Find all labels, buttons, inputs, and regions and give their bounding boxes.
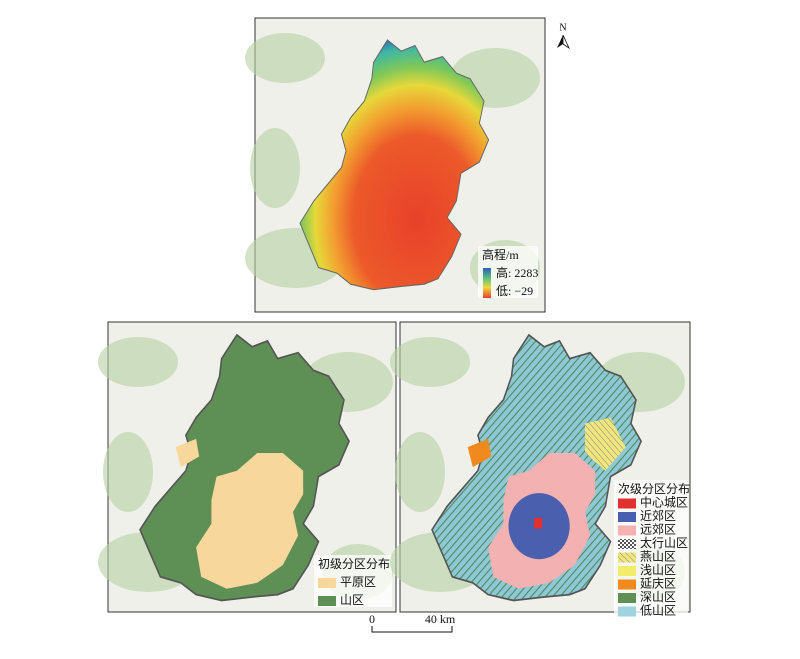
legend-swatch <box>318 596 336 606</box>
shallow-mountain <box>585 417 626 471</box>
legend-item: 平原区 <box>340 575 376 589</box>
plain-area <box>196 453 304 589</box>
terrain-shade <box>245 33 325 83</box>
yanqing <box>467 438 492 468</box>
legend-item: 延庆区 <box>640 576 676 590</box>
north-arrow: N <box>557 22 570 50</box>
color-ramp <box>483 268 491 298</box>
legend-title: 高程/m <box>482 247 519 262</box>
legend-swatch <box>618 606 636 617</box>
legend-swatch <box>318 578 336 588</box>
legend-item: 浅山区 <box>640 563 676 577</box>
central-city <box>534 517 543 529</box>
legend-item: 近郊区 <box>640 509 676 523</box>
legend-title: 次级分区分布 <box>618 482 690 496</box>
legend-swatch <box>618 552 636 563</box>
legend-item: 低: −29 <box>496 284 533 298</box>
beijing-map <box>431 333 642 602</box>
legend-swatch <box>618 593 636 603</box>
legend-item: 燕山区 <box>640 549 676 563</box>
elevation-surface <box>299 39 490 291</box>
legend-swatch <box>618 512 636 522</box>
terrain-shade <box>250 128 300 208</box>
legend-swatch <box>618 498 636 509</box>
legend-swatch <box>618 566 636 576</box>
legend-title: 初级分区分布 <box>318 557 390 571</box>
legend-swatch <box>618 539 636 549</box>
beijing-map <box>299 39 490 291</box>
elevation-panel: 高程/m 高: 2283 低: −29 <box>245 17 546 313</box>
legend-item: 高: 2283 <box>496 265 538 280</box>
legend-item: 太行山区 <box>640 535 688 550</box>
legend-item: 中心城区 <box>640 494 688 509</box>
legend-item: 山区 <box>340 593 364 607</box>
terrain-shade <box>98 337 178 387</box>
legend-swatch <box>618 579 636 590</box>
terrain-shade <box>103 432 153 512</box>
scale-bar: 0 40 km <box>369 612 456 633</box>
legend-item: 深山区 <box>640 590 676 604</box>
plain-area <box>175 438 200 468</box>
north-label: N <box>559 22 566 33</box>
scale-label: 0 <box>369 612 375 626</box>
legend-item: 低山区 <box>640 603 676 617</box>
scale-label: 40 km <box>425 612 456 626</box>
terrain-shade <box>390 337 470 387</box>
beijing-map <box>139 333 350 602</box>
legend-item: 远郊区 <box>640 522 676 536</box>
legend-swatch <box>618 525 636 536</box>
terrain-shade <box>395 432 445 512</box>
